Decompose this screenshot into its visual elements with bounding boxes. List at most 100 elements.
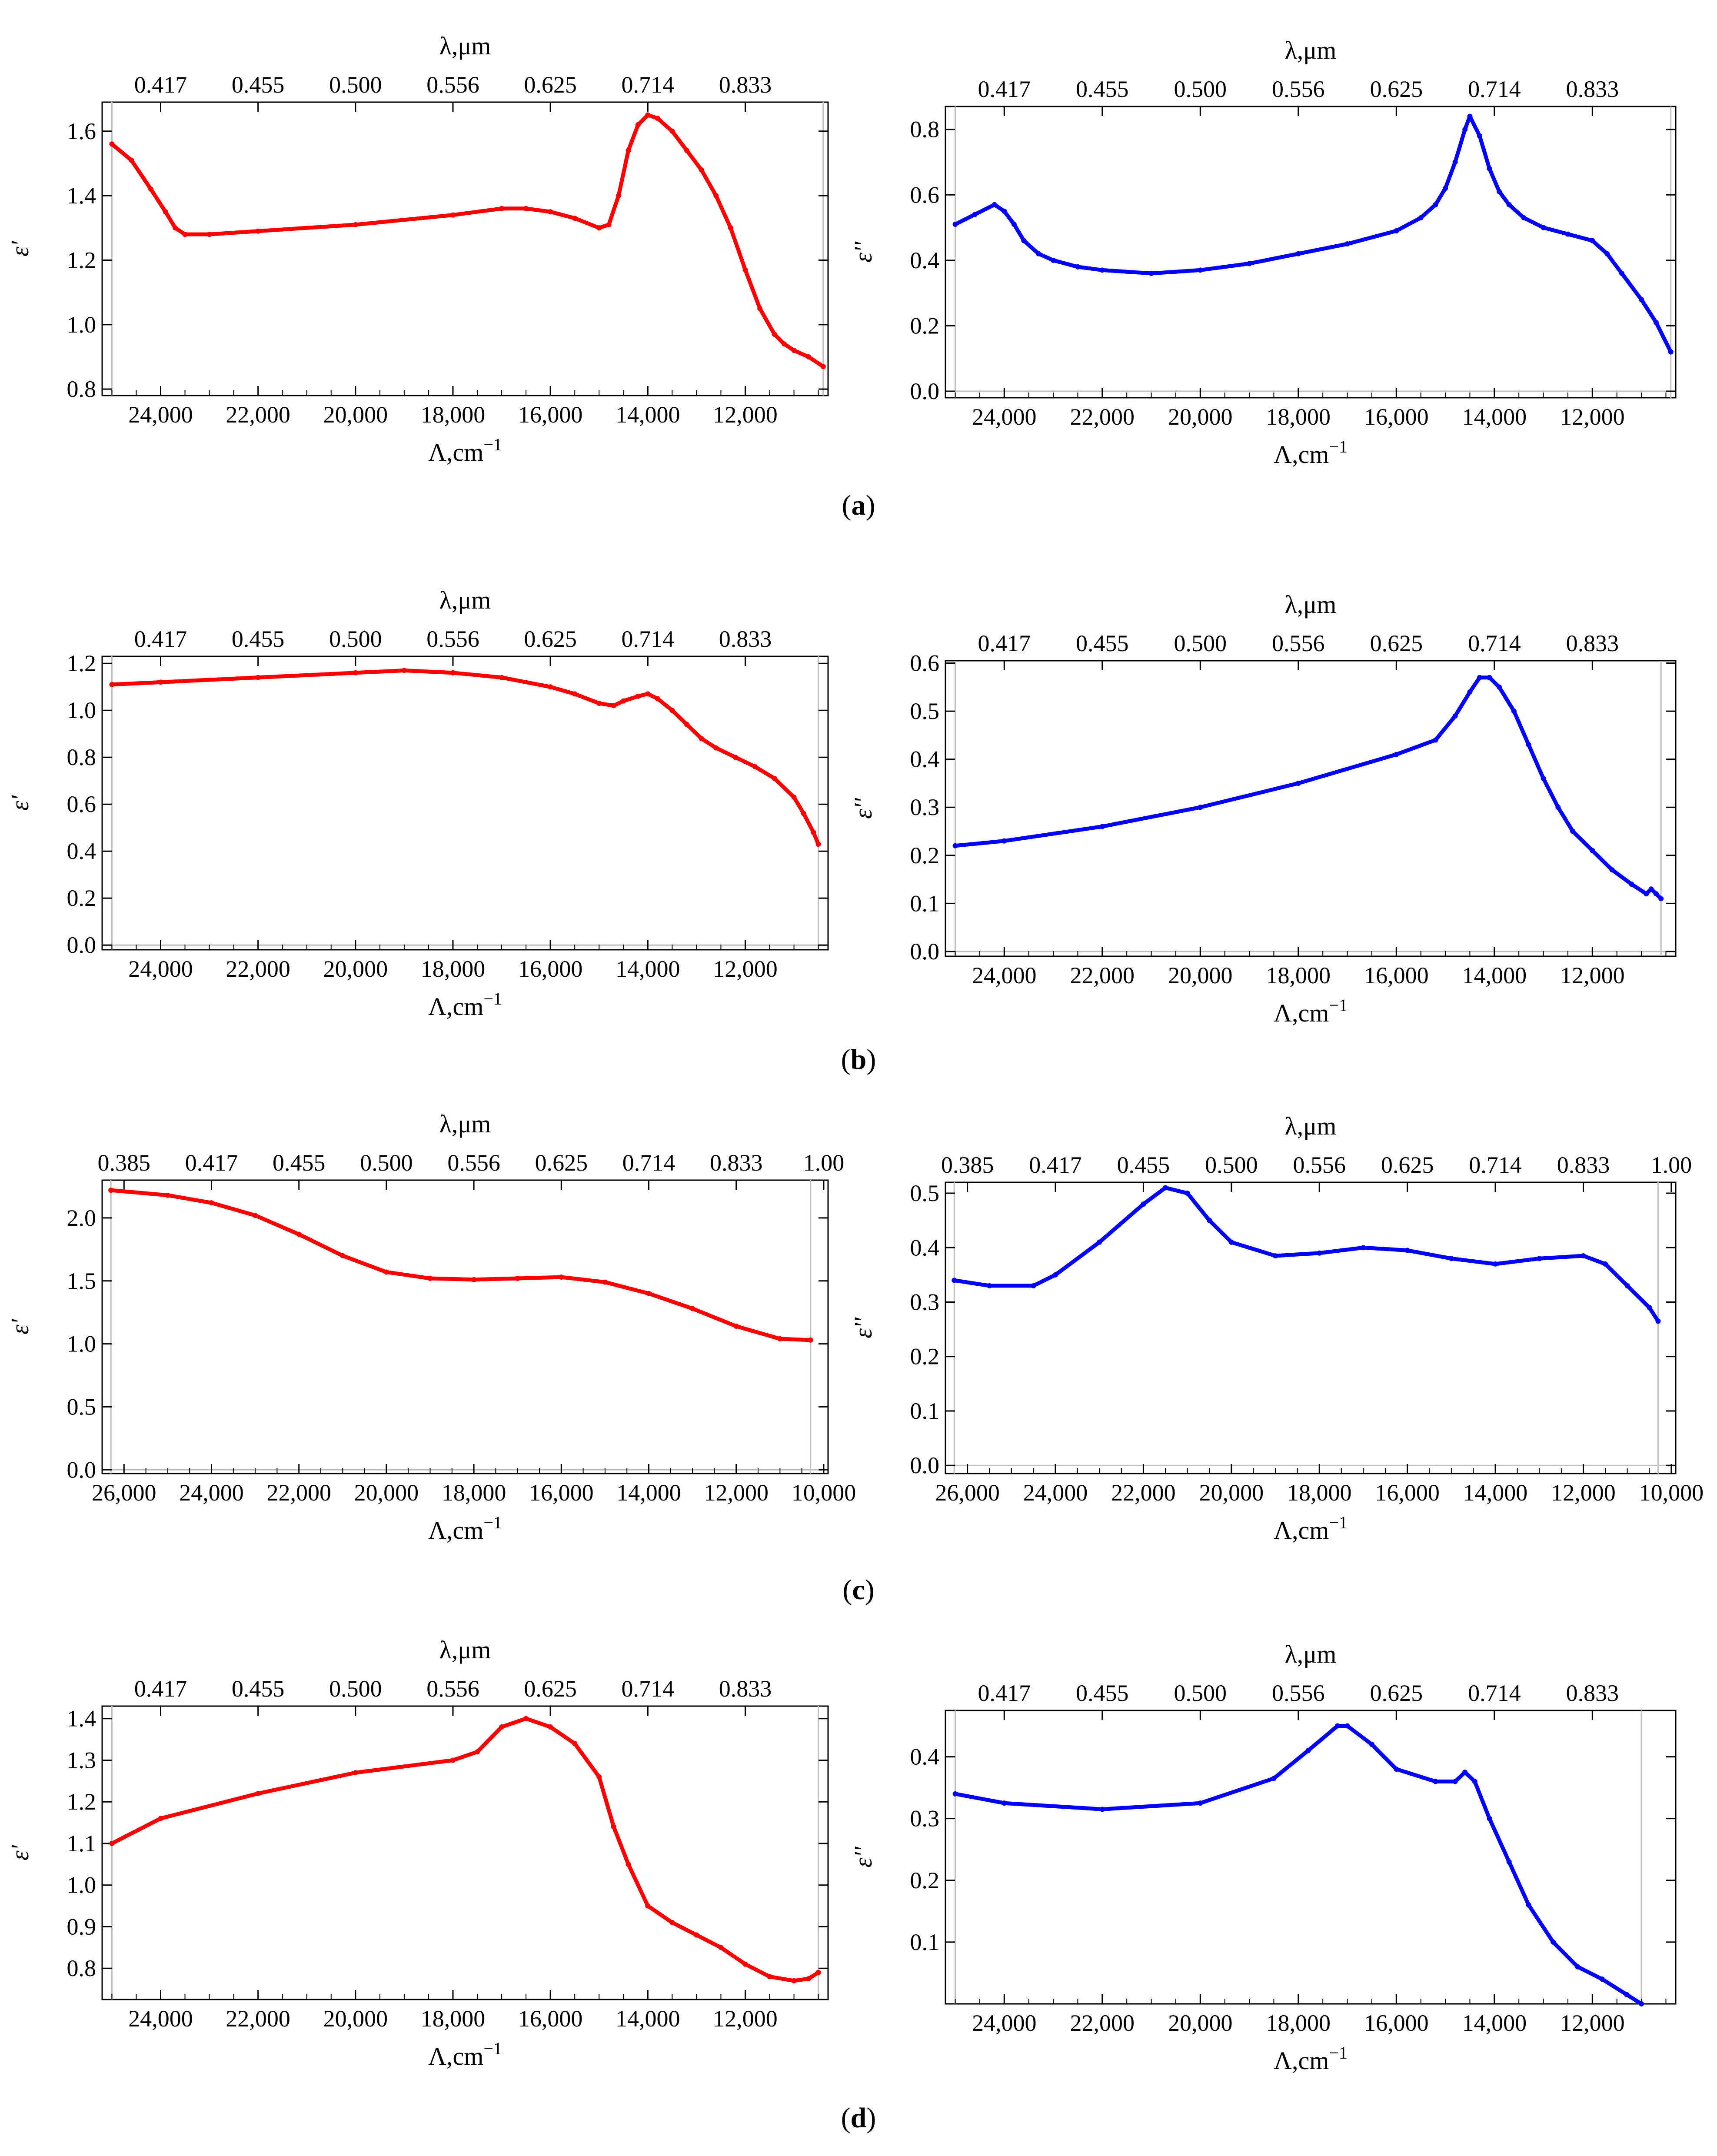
data-point bbox=[1002, 1800, 1007, 1806]
top-tick-label: 0.500 bbox=[1174, 76, 1227, 102]
x-axis-title: Λ,cm−1 bbox=[1274, 2043, 1348, 2075]
x-tick-label: 20,000 bbox=[323, 402, 388, 428]
y-axis-title: ε' bbox=[6, 1844, 34, 1860]
data-point bbox=[1467, 113, 1473, 119]
y-tick-label: 0.2 bbox=[910, 1344, 940, 1370]
data-point bbox=[450, 212, 456, 218]
data-point bbox=[669, 708, 675, 713]
data-point bbox=[713, 193, 719, 199]
top-tick-label: 0.500 bbox=[329, 1676, 382, 1702]
x-tick-label: 24,000 bbox=[972, 2010, 1037, 2036]
data-point bbox=[1344, 241, 1350, 247]
data-point bbox=[572, 216, 578, 221]
top-tick-label: 0.833 bbox=[719, 626, 772, 652]
x-tick-label: 14,000 bbox=[616, 402, 680, 428]
y-tick-label: 1.0 bbox=[67, 1872, 96, 1898]
data-point bbox=[713, 745, 719, 751]
data-point bbox=[1394, 752, 1399, 757]
top-tick-label: 0.714 bbox=[1469, 1152, 1522, 1178]
top-tick-label: 0.455 bbox=[1117, 1152, 1170, 1178]
x-tick-label: 24,000 bbox=[1023, 1480, 1088, 1506]
y-tick-label: 0.1 bbox=[910, 1929, 940, 1955]
data-point bbox=[596, 225, 602, 231]
data-point bbox=[606, 222, 612, 227]
top-tick-label: 0.833 bbox=[1566, 1680, 1619, 1706]
x-tick-label: 10,000 bbox=[1639, 1480, 1704, 1506]
data-point bbox=[767, 1974, 772, 1980]
y-tick-label: 0.6 bbox=[910, 650, 940, 676]
data-point bbox=[1443, 186, 1448, 191]
data-point bbox=[109, 682, 115, 687]
data-point bbox=[646, 1291, 652, 1296]
data-point bbox=[733, 755, 739, 760]
data-point bbox=[1590, 238, 1595, 243]
x-axis-title: Λ,cm−1 bbox=[428, 989, 502, 1021]
data-point bbox=[596, 701, 602, 706]
top-tick-label: 0.833 bbox=[710, 1150, 763, 1176]
x-tick-label: 22,000 bbox=[1111, 1480, 1176, 1506]
x-tick-label: 16,000 bbox=[1364, 2010, 1429, 2036]
data-curve bbox=[110, 1717, 821, 1983]
data-point bbox=[669, 128, 675, 134]
x-axis-title-exponent: −1 bbox=[483, 435, 502, 454]
x-axis-title: Λ,cm−1 bbox=[1274, 437, 1348, 469]
data-point bbox=[1487, 1816, 1492, 1821]
data-point bbox=[165, 1192, 170, 1198]
x-tick-label: 14,000 bbox=[616, 1480, 681, 1506]
panel-letter: c bbox=[852, 1574, 865, 1606]
data-curve bbox=[952, 1186, 1660, 1323]
data-point bbox=[253, 1213, 258, 1218]
y-tick-label: 0.9 bbox=[67, 1913, 96, 1940]
data-point bbox=[1141, 1201, 1146, 1207]
top-tick-label: 0.455 bbox=[232, 626, 285, 652]
data-point bbox=[791, 348, 797, 353]
data-point bbox=[1655, 1318, 1661, 1324]
data-point bbox=[1575, 1964, 1581, 1970]
top-axis-title: λ,μm bbox=[1285, 1640, 1337, 1668]
x-axis-title-exponent: −1 bbox=[1329, 1513, 1348, 1532]
data-point bbox=[1541, 775, 1546, 781]
data-point bbox=[621, 698, 626, 704]
x-tick-label: 16,000 bbox=[1375, 1480, 1440, 1506]
data-point bbox=[1273, 1253, 1278, 1259]
panel-label-d: (d) bbox=[841, 2102, 876, 2134]
x-tick-label: 26,000 bbox=[92, 1480, 156, 1506]
data-point bbox=[1658, 896, 1664, 902]
data-point bbox=[1404, 1248, 1410, 1253]
data-point bbox=[1604, 251, 1610, 256]
data-point bbox=[1433, 1779, 1438, 1784]
data-point bbox=[811, 830, 816, 835]
y-tick-label: 0.3 bbox=[910, 1289, 940, 1315]
panel-label-b: (b) bbox=[841, 1044, 876, 1075]
top-tick-label: 0.714 bbox=[1468, 1680, 1521, 1706]
data-point bbox=[1036, 251, 1042, 256]
x-tick-label: 20,000 bbox=[1168, 404, 1233, 430]
x-tick-label: 20,000 bbox=[1168, 962, 1233, 988]
top-tick-label: 0.625 bbox=[524, 72, 577, 98]
x-tick-label: 12,000 bbox=[713, 2006, 778, 2032]
top-tick-label: 0.833 bbox=[1566, 630, 1619, 656]
y-tick-label: 0.0 bbox=[910, 938, 940, 965]
data-point bbox=[1619, 270, 1624, 276]
top-tick-label: 0.714 bbox=[622, 1676, 675, 1702]
data-point bbox=[1477, 133, 1482, 139]
x-tick-label: 12,000 bbox=[713, 956, 778, 982]
data-point bbox=[1565, 231, 1571, 237]
data-point bbox=[1075, 264, 1081, 270]
top-tick-label: 0.556 bbox=[1272, 76, 1325, 102]
top-tick-label: 0.833 bbox=[1557, 1152, 1610, 1178]
data-point bbox=[148, 186, 154, 192]
data-point bbox=[572, 1741, 578, 1747]
chart-d-left: 24,000 0.417 22,000 0.455 20,000 0.500 18,000 0… bbox=[6, 1636, 829, 2070]
chart-b-right: 24,000 0.417 22,000 0.455 20,000 0.500 18,000 0… bbox=[849, 590, 1677, 1027]
y-tick-label: 0.4 bbox=[910, 1744, 940, 1770]
data-point bbox=[475, 1749, 480, 1755]
y-tick-label: 0.5 bbox=[910, 698, 940, 724]
data-point bbox=[572, 691, 578, 697]
data-point bbox=[158, 679, 163, 685]
data-point bbox=[699, 736, 704, 741]
chart-c-right: 26,000 0.385 24,000 0.417 22,000 0.455 20,000 0… bbox=[849, 1112, 1704, 1544]
data-point bbox=[523, 1716, 529, 1721]
data-point bbox=[806, 1976, 812, 1982]
data-point bbox=[1639, 2001, 1644, 2006]
